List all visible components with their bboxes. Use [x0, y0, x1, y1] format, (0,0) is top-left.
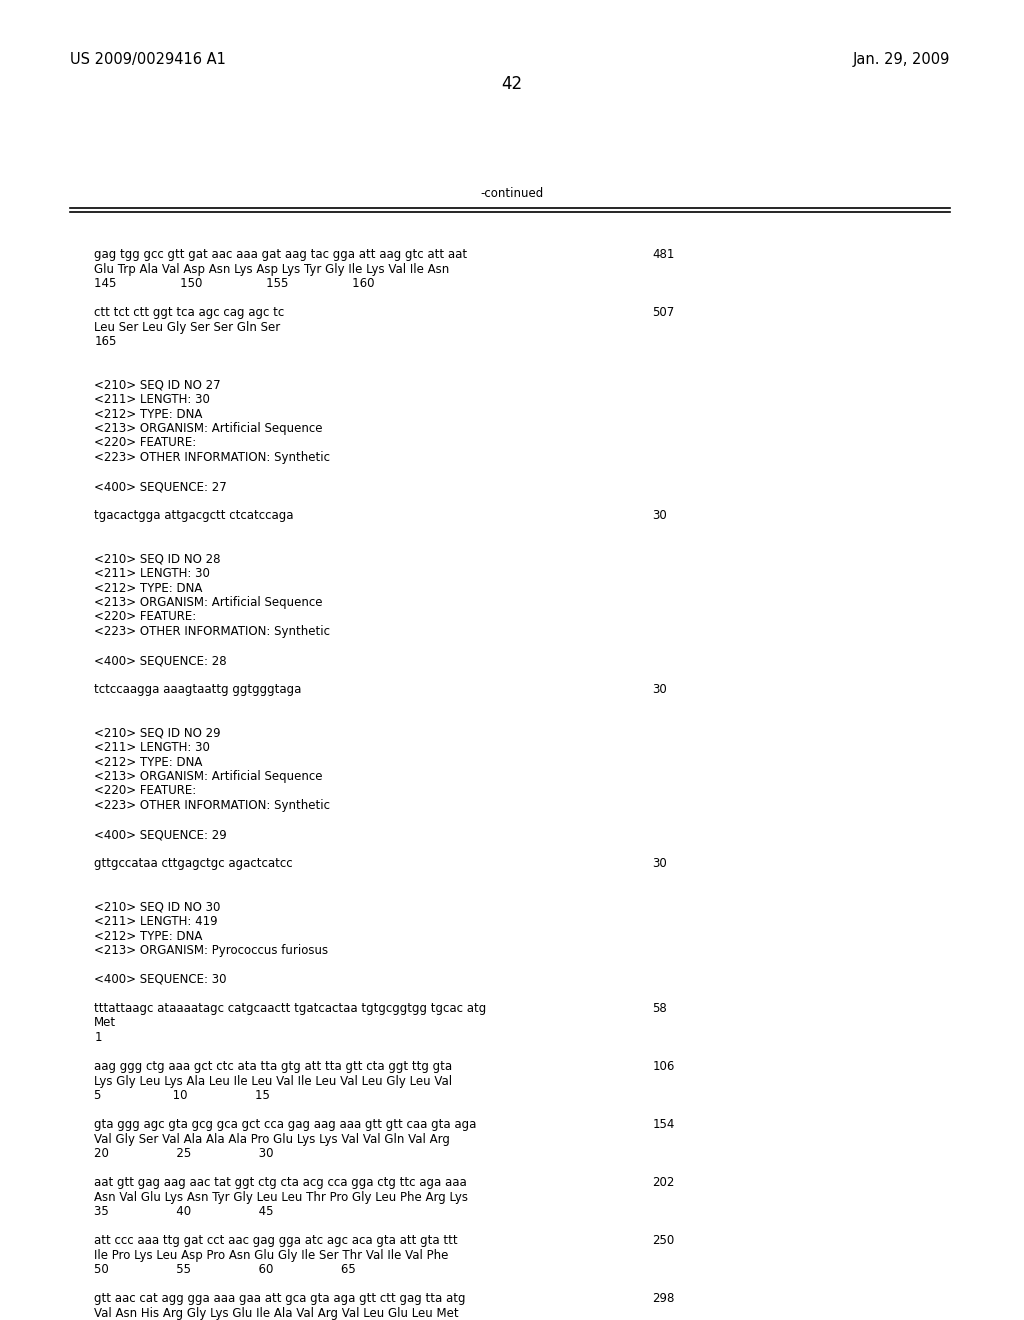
Text: tgacactgga attgacgctt ctcatccaga: tgacactgga attgacgctt ctcatccaga	[94, 510, 294, 521]
Text: 30: 30	[652, 682, 667, 696]
Text: 106: 106	[652, 1060, 675, 1073]
Text: <210> SEQ ID NO 28: <210> SEQ ID NO 28	[94, 553, 221, 565]
Text: <212> TYPE: DNA: <212> TYPE: DNA	[94, 755, 203, 768]
Text: att ccc aaa ttg gat cct aac gag gga atc agc aca gta att gta ttt: att ccc aaa ttg gat cct aac gag gga atc …	[94, 1234, 458, 1247]
Text: <223> OTHER INFORMATION: Synthetic: <223> OTHER INFORMATION: Synthetic	[94, 451, 330, 465]
Text: tttattaagc ataaaatagc catgcaactt tgatcactaa tgtgcggtgg tgcac atg: tttattaagc ataaaatagc catgcaactt tgatcac…	[94, 1002, 486, 1015]
Text: Asn Val Glu Lys Asn Tyr Gly Leu Leu Thr Pro Gly Leu Phe Arg Lys: Asn Val Glu Lys Asn Tyr Gly Leu Leu Thr …	[94, 1191, 468, 1204]
Text: Lys Gly Leu Lys Ala Leu Ile Leu Val Ile Leu Val Leu Gly Leu Val: Lys Gly Leu Lys Ala Leu Ile Leu Val Ile …	[94, 1074, 453, 1088]
Text: <211> LENGTH: 30: <211> LENGTH: 30	[94, 741, 210, 754]
Text: 20                  25                  30: 20 25 30	[94, 1147, 273, 1160]
Text: gta ggg agc gta gcg gca gct cca gag aag aaa gtt gtt caa gta aga: gta ggg agc gta gcg gca gct cca gag aag …	[94, 1118, 476, 1131]
Text: 298: 298	[652, 1292, 675, 1305]
Text: Leu Ser Leu Gly Ser Ser Gln Ser: Leu Ser Leu Gly Ser Ser Gln Ser	[94, 321, 281, 334]
Text: 1: 1	[94, 1031, 101, 1044]
Text: 481: 481	[652, 248, 675, 261]
Text: Glu Trp Ala Val Asp Asn Lys Asp Lys Tyr Gly Ile Lys Val Ile Asn: Glu Trp Ala Val Asp Asn Lys Asp Lys Tyr …	[94, 263, 450, 276]
Text: 202: 202	[652, 1176, 675, 1189]
Text: ctt tct ctt ggt tca agc cag agc tc: ctt tct ctt ggt tca agc cag agc tc	[94, 306, 285, 319]
Text: <223> OTHER INFORMATION: Synthetic: <223> OTHER INFORMATION: Synthetic	[94, 799, 330, 812]
Text: aat gtt gag aag aac tat ggt ctg cta acg cca gga ctg ttc aga aaa: aat gtt gag aag aac tat ggt ctg cta acg …	[94, 1176, 467, 1189]
Text: gtt aac cat agg gga aaa gaa att gca gta aga gtt ctt gag tta atg: gtt aac cat agg gga aaa gaa att gca gta …	[94, 1292, 466, 1305]
Text: <210> SEQ ID NO 27: <210> SEQ ID NO 27	[94, 379, 221, 392]
Text: <400> SEQUENCE: 29: <400> SEQUENCE: 29	[94, 828, 227, 841]
Text: 30: 30	[652, 510, 667, 521]
Text: <213> ORGANISM: Artificial Sequence: <213> ORGANISM: Artificial Sequence	[94, 770, 323, 783]
Text: 154: 154	[652, 1118, 675, 1131]
Text: <213> ORGANISM: Artificial Sequence: <213> ORGANISM: Artificial Sequence	[94, 597, 323, 609]
Text: gag tgg gcc gtt gat aac aaa gat aag tac gga att aag gtc att aat: gag tgg gcc gtt gat aac aaa gat aag tac …	[94, 248, 467, 261]
Text: <211> LENGTH: 30: <211> LENGTH: 30	[94, 568, 210, 579]
Text: 58: 58	[652, 1002, 667, 1015]
Text: 145                 150                 155                 160: 145 150 155 160	[94, 277, 375, 290]
Text: <223> OTHER INFORMATION: Synthetic: <223> OTHER INFORMATION: Synthetic	[94, 624, 330, 638]
Text: 50                  55                  60                  65: 50 55 60 65	[94, 1263, 356, 1276]
Text: Val Gly Ser Val Ala Ala Ala Pro Glu Lys Lys Val Val Gln Val Arg: Val Gly Ser Val Ala Ala Ala Pro Glu Lys …	[94, 1133, 451, 1146]
Text: Jan. 29, 2009: Jan. 29, 2009	[853, 51, 950, 67]
Text: <213> ORGANISM: Pyrococcus furiosus: <213> ORGANISM: Pyrococcus furiosus	[94, 944, 329, 957]
Text: <211> LENGTH: 419: <211> LENGTH: 419	[94, 915, 218, 928]
Text: Val Asn His Arg Gly Lys Glu Ile Ala Val Arg Val Leu Glu Leu Met: Val Asn His Arg Gly Lys Glu Ile Ala Val …	[94, 1307, 459, 1320]
Text: US 2009/0029416 A1: US 2009/0029416 A1	[70, 51, 226, 67]
Text: <212> TYPE: DNA: <212> TYPE: DNA	[94, 929, 203, 942]
Text: <213> ORGANISM: Artificial Sequence: <213> ORGANISM: Artificial Sequence	[94, 422, 323, 436]
Text: <211> LENGTH: 30: <211> LENGTH: 30	[94, 393, 210, 407]
Text: <400> SEQUENCE: 30: <400> SEQUENCE: 30	[94, 973, 226, 986]
Text: <212> TYPE: DNA: <212> TYPE: DNA	[94, 582, 203, 594]
Text: 250: 250	[652, 1234, 675, 1247]
Text: <212> TYPE: DNA: <212> TYPE: DNA	[94, 408, 203, 421]
Text: Met: Met	[94, 1016, 117, 1030]
Text: 507: 507	[652, 306, 675, 319]
Text: Ile Pro Lys Leu Asp Pro Asn Glu Gly Ile Ser Thr Val Ile Val Phe: Ile Pro Lys Leu Asp Pro Asn Glu Gly Ile …	[94, 1249, 449, 1262]
Text: 42: 42	[502, 75, 522, 92]
Text: gttgccataa cttgagctgc agactcatcc: gttgccataa cttgagctgc agactcatcc	[94, 857, 293, 870]
Text: <400> SEQUENCE: 28: <400> SEQUENCE: 28	[94, 653, 227, 667]
Text: <220> FEATURE:: <220> FEATURE:	[94, 610, 197, 623]
Text: <210> SEQ ID NO 29: <210> SEQ ID NO 29	[94, 726, 221, 739]
Text: <210> SEQ ID NO 30: <210> SEQ ID NO 30	[94, 900, 220, 913]
Text: 165: 165	[94, 335, 117, 348]
Text: 30: 30	[652, 857, 667, 870]
Text: aag ggg ctg aaa gct ctc ata tta gtg att tta gtt cta ggt ttg gta: aag ggg ctg aaa gct ctc ata tta gtg att …	[94, 1060, 453, 1073]
Text: <220> FEATURE:: <220> FEATURE:	[94, 784, 197, 797]
Text: 35                  40                  45: 35 40 45	[94, 1205, 273, 1218]
Text: <400> SEQUENCE: 27: <400> SEQUENCE: 27	[94, 480, 227, 492]
Text: 5                   10                  15: 5 10 15	[94, 1089, 270, 1102]
Text: tctccaagga aaagtaattg ggtgggtaga: tctccaagga aaagtaattg ggtgggtaga	[94, 682, 302, 696]
Text: -continued: -continued	[480, 187, 544, 201]
Text: <220> FEATURE:: <220> FEATURE:	[94, 437, 197, 450]
